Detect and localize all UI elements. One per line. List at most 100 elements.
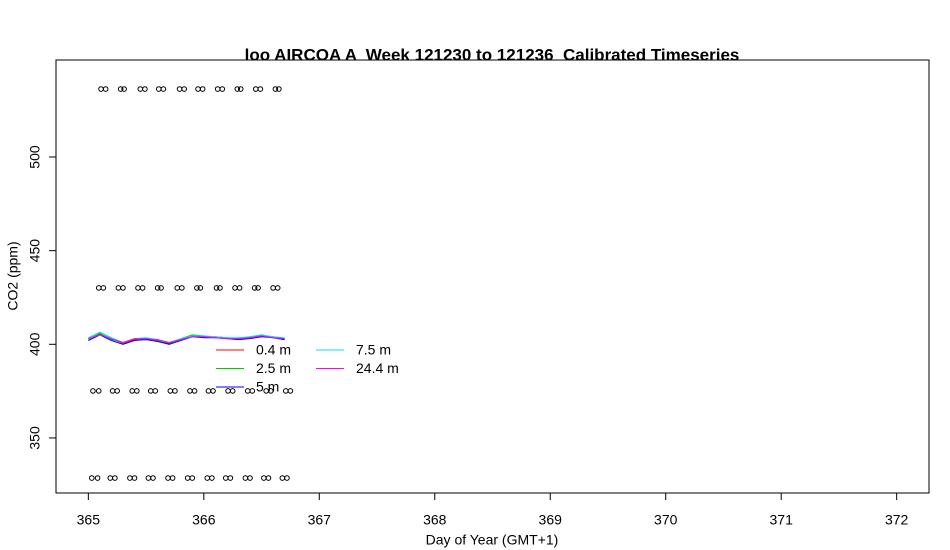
- legend-label: 2.5 m: [256, 360, 291, 376]
- calibration-point: [167, 388, 174, 394]
- calibration-point: [172, 388, 178, 394]
- calibration-point: [251, 285, 258, 291]
- x-tick-label: 366: [192, 512, 216, 528]
- data-line: [88, 334, 285, 343]
- calibration-point: [209, 475, 215, 481]
- calibration-point: [158, 285, 164, 291]
- calibration-point: [274, 285, 281, 291]
- x-axis-title: Day of Year (GMT+1): [426, 532, 559, 548]
- legend-label: 0.4 m: [256, 342, 291, 358]
- calibration-point: [181, 86, 187, 92]
- calibration-point: [174, 285, 181, 291]
- x-tick-label: 368: [423, 512, 447, 528]
- calibration-point: [115, 285, 122, 291]
- calibration-point: [195, 86, 201, 92]
- calibration-point: [184, 475, 191, 481]
- calibration-point: [279, 475, 286, 481]
- calibration-point: [229, 388, 236, 394]
- calibration-point: [213, 285, 220, 291]
- x-tick-label: 371: [770, 512, 794, 528]
- legend-label: 5 m: [256, 379, 279, 395]
- y-tick-label: 450: [27, 239, 43, 263]
- calibration-point: [204, 475, 211, 481]
- y-tick-label: 500: [27, 145, 43, 169]
- calibration-point: [102, 86, 109, 92]
- calibration-point: [152, 388, 159, 394]
- calibration-point: [217, 285, 223, 291]
- calibration-point: [114, 388, 121, 394]
- calibration-point: [234, 86, 241, 92]
- calibration-point: [142, 86, 148, 92]
- calibration-point: [252, 86, 259, 92]
- chart-title: loo AIRCOA A Week 121230 to 121236 Calib…: [245, 45, 740, 64]
- calibration-point: [134, 388, 140, 394]
- calibration-point: [287, 388, 294, 394]
- calibration-point: [155, 86, 162, 92]
- calibration-point: [165, 475, 171, 481]
- calibration-point: [272, 86, 279, 92]
- calibration-point: [150, 475, 156, 481]
- calibration-point: [139, 285, 146, 291]
- calibration-point: [129, 388, 136, 394]
- calibration-point: [222, 475, 229, 481]
- calibration-point: [210, 388, 216, 394]
- y-tick-label: 400: [27, 332, 43, 356]
- calibration-point: [267, 388, 274, 394]
- calibration-point: [147, 388, 154, 394]
- calibration-point: [176, 86, 183, 92]
- calibration-point: [117, 86, 124, 92]
- calibration-point: [120, 285, 126, 291]
- calibration-point: [189, 475, 196, 481]
- calibration-point: [194, 285, 200, 291]
- calibration-point: [98, 86, 104, 92]
- calibration-point: [154, 285, 161, 291]
- calibration-point: [127, 475, 133, 481]
- calibration-point: [95, 388, 102, 394]
- calibration-point: [247, 475, 253, 481]
- calibration-point: [244, 388, 251, 394]
- calibration-point: [197, 285, 204, 291]
- calibration-point: [237, 86, 244, 92]
- legend-label: 24.4 m: [356, 360, 399, 376]
- calibration-point: [236, 285, 243, 291]
- calibration-point: [137, 86, 144, 92]
- calibration-point: [169, 475, 176, 481]
- plot-frame: [55, 59, 930, 494]
- calibration-point: [227, 475, 234, 481]
- calibration-point: [232, 285, 238, 291]
- calibration-point: [242, 475, 249, 481]
- calibration-point: [205, 388, 212, 394]
- y-axis-title: CO2 (ppm): [5, 241, 21, 310]
- x-tick-label: 367: [308, 512, 332, 528]
- x-tick-label: 372: [885, 512, 909, 528]
- calibration-point: [131, 475, 138, 481]
- calibration-point: [94, 475, 101, 481]
- calibration-point: [214, 86, 221, 92]
- x-tick-label: 365: [77, 512, 101, 528]
- calibration-point: [100, 285, 107, 291]
- calibration-point: [187, 388, 193, 394]
- calibration-point: [257, 86, 264, 92]
- calibration-point: [265, 475, 272, 481]
- calibration-point: [160, 86, 167, 92]
- calibration-point: [199, 86, 206, 92]
- calibration-point: [109, 388, 116, 394]
- calibration-point: [135, 285, 141, 291]
- calibration-point: [145, 475, 152, 481]
- x-tick-label: 370: [654, 512, 678, 528]
- calibration-point: [95, 285, 102, 291]
- calibration-point: [255, 285, 261, 291]
- calibration-point: [107, 475, 114, 481]
- y-tick-label: 350: [27, 426, 43, 450]
- calibration-point: [121, 86, 127, 92]
- calibration-point: [249, 388, 256, 394]
- x-tick-label: 369: [539, 512, 563, 528]
- calibration-point: [88, 475, 95, 481]
- calibration-point: [191, 388, 198, 394]
- calibration-point: [284, 475, 290, 481]
- calibration-point: [282, 388, 289, 394]
- calibration-point: [276, 86, 282, 92]
- calibration-point: [270, 285, 276, 291]
